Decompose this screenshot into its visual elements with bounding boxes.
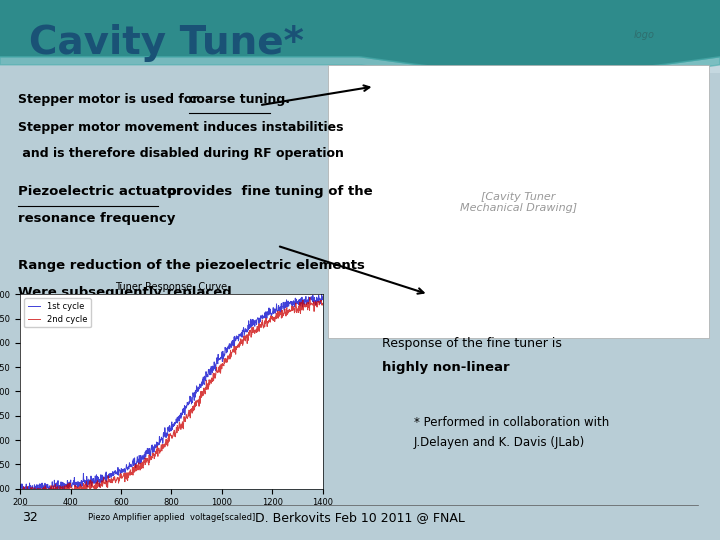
Text: and is therefore disabled during RF operation: and is therefore disabled during RF oper…	[18, 147, 344, 160]
1st cycle	[318, 291, 326, 298]
Text: 32: 32	[22, 511, 37, 524]
1st cycle	[38, 490, 47, 497]
Text: [Cavity Tuner
Mechanical Drawing]: [Cavity Tuner Mechanical Drawing]	[460, 192, 577, 213]
2nd cycle	[305, 294, 314, 301]
Text: J.Delayen and K. Davis (JLab): J.Delayen and K. Davis (JLab)	[414, 436, 585, 449]
Text: coarse tuning.: coarse tuning.	[189, 93, 290, 106]
2nd cycle	[318, 301, 327, 308]
2nd cycle	[16, 485, 24, 491]
Line: 2nd cycle: 2nd cycle	[20, 298, 323, 498]
Text: logo: logo	[634, 30, 655, 40]
2nd cycle	[252, 329, 261, 336]
Polygon shape	[0, 57, 720, 81]
Polygon shape	[0, 0, 720, 73]
Text: Stepper motor is used for: Stepper motor is used for	[18, 93, 203, 106]
2nd cycle	[35, 495, 43, 502]
Text: provides  fine tuning of the: provides fine tuning of the	[158, 185, 373, 198]
1st cycle	[252, 318, 261, 324]
Text: * Performed in collaboration with: * Performed in collaboration with	[414, 416, 609, 429]
2nd cycle	[47, 488, 55, 494]
Text: Stepper motor movement induces instabilities: Stepper motor movement induces instabili…	[18, 121, 343, 134]
2nd cycle	[138, 463, 147, 470]
1st cycle	[224, 346, 233, 352]
Text: Cavity Tune*: Cavity Tune*	[29, 24, 304, 62]
Text: highly non-linear: highly non-linear	[382, 361, 509, 374]
Text: D. Berkovits Feb 10 2011 @ FNAL: D. Berkovits Feb 10 2011 @ FNAL	[255, 511, 465, 524]
Line: 1st cycle: 1st cycle	[20, 294, 323, 494]
1st cycle	[257, 314, 266, 321]
1st cycle	[318, 294, 327, 300]
2nd cycle	[149, 450, 158, 456]
1st cycle	[16, 483, 24, 490]
Title: Tuner Response  Curve: Tuner Response Curve	[115, 282, 228, 292]
1st cycle	[47, 485, 55, 491]
Text: Range reduction of the piezoelectric elements: Range reduction of the piezoelectric ele…	[18, 259, 365, 272]
Text: Piezoelectric actuator: Piezoelectric actuator	[18, 185, 183, 198]
Text: resonance frequency: resonance frequency	[18, 212, 176, 225]
X-axis label: Piezo Amplifier applied  voltage[scaled]: Piezo Amplifier applied voltage[scaled]	[88, 513, 255, 522]
Text: Were subsequently replaced: Were subsequently replaced	[18, 286, 232, 299]
1st cycle	[138, 453, 147, 459]
2nd cycle	[224, 354, 233, 361]
Text: Response of the fine tuner is: Response of the fine tuner is	[382, 338, 562, 350]
FancyBboxPatch shape	[526, 0, 720, 73]
Legend: 1st cycle, 2nd cycle: 1st cycle, 2nd cycle	[24, 299, 91, 327]
1st cycle	[149, 444, 158, 451]
2nd cycle	[257, 319, 266, 326]
FancyBboxPatch shape	[328, 65, 709, 338]
